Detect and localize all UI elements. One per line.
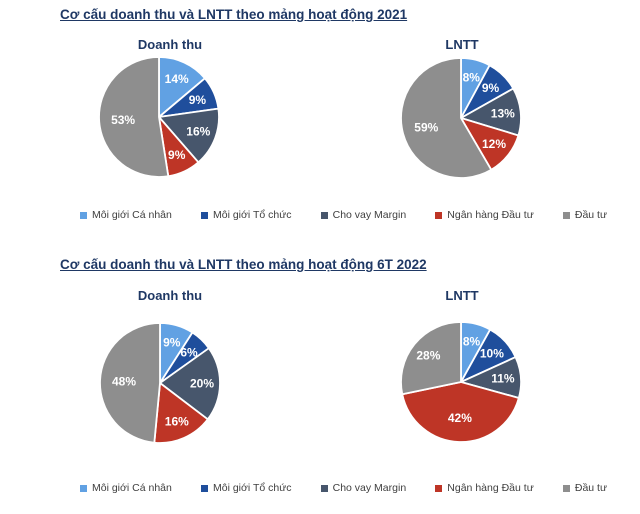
legend-label: Đầu tư (574, 209, 607, 221)
pie-slice-label: 48% (112, 374, 136, 388)
pie-title-lntt-6t-2022: LNTT (445, 288, 479, 303)
legend-label: Môi giới Cá nhân (92, 482, 172, 494)
pie-slice-label: 10% (480, 347, 504, 361)
pie-slice-label: 42% (448, 411, 472, 425)
legend-item-moi-gioi-to-chuc: Môi giới Tổ chức (200, 209, 292, 221)
pie-slice-cho-vay-margin (158, 107, 220, 164)
legend-6t-2022: Môi giới Cá nhân Môi giới Tổ chức Cho vay … (80, 481, 607, 495)
pie-chart-doanh-thu-2021: 14%9%16%9%53% (98, 56, 220, 178)
section-title-2021: Cơ cấu doanh thu và LNTT theo mảng hoạt … (60, 7, 408, 22)
pie-chart-lntt-2021: 8%9% 13% 12% 59% (400, 57, 522, 179)
pie-slice-label: 12% (482, 137, 506, 151)
legend-swatch (320, 211, 328, 219)
pie-title-doanh-thu-6t-2022: Doanh thu (137, 288, 203, 303)
pie-slice-label: 11% (491, 372, 515, 386)
legend-swatch (435, 484, 443, 492)
legend-item-cho-vay-margin: Cho vay Margin (320, 209, 407, 221)
legend-label: Ngân hàng Đầu tư (447, 209, 534, 221)
legend-swatch (80, 484, 87, 492)
pie-chart-doanh-thu-6t-2022: 9%6% 20% 16% 48% (99, 322, 221, 444)
pie-slice-label: 9% (168, 148, 186, 162)
pie-title-lntt-2021: LNTT (445, 37, 479, 52)
legend-label: Cho vay Margin (332, 209, 407, 221)
pie-slice-label: 9% (189, 93, 207, 107)
pie-slice-ngan-hang-au-tu (401, 381, 520, 443)
pie-slice-moi-gioi-ca-nhan (158, 56, 206, 118)
pie-chart-lntt-6t-2022: 8%10% 11% 42% 28% (400, 321, 522, 443)
legend-label: Môi giới Cá nhân (92, 209, 172, 221)
pie-slice-label: 13% (491, 106, 515, 120)
legend-swatch (200, 484, 208, 492)
pie-slice-label: 59% (414, 120, 438, 134)
legend-swatch (80, 211, 87, 219)
legend-swatch (320, 484, 328, 492)
legend-item-cho-vay-margin: Cho vay Margin (320, 482, 407, 494)
pie-slice-au-tu (400, 57, 493, 179)
pie-slice-label: 8% (463, 334, 481, 348)
legend-label: Cho vay Margin (332, 482, 407, 494)
pie-slice-au-tu (99, 322, 161, 444)
legend-item-moi-gioi-ca-nhan: Môi giới Cá nhân (80, 209, 172, 221)
pie-slice-cho-vay-margin (159, 347, 221, 421)
pie-slice-label: 6% (180, 346, 198, 360)
legend-item-moi-gioi-to-chuc: Môi giới Tổ chức (200, 482, 292, 494)
legend-item-au-tu: Đầu tư (562, 482, 607, 494)
pie-slice-label: 14% (165, 72, 189, 86)
pie-slice-ngan-hang-au-tu (153, 382, 209, 444)
legend-item-ngan-hang-au-tu: Ngân hàng Đầu tư (435, 209, 534, 221)
legend-swatch (435, 211, 443, 219)
legend-swatch (200, 211, 208, 219)
pie-slice-label: 28% (416, 349, 440, 363)
section-title-6t-2022: Cơ cấu doanh thu và LNTT theo mảng hoạt … (60, 257, 427, 272)
legend-swatch (562, 211, 570, 219)
legend-item-moi-gioi-ca-nhan: Môi giới Cá nhân (80, 482, 172, 494)
pie-slice-label: 9% (482, 81, 500, 95)
legend-label: Ngân hàng Đầu tư (447, 482, 534, 494)
pie-slice-label: 16% (186, 125, 210, 139)
legend-label: Môi giới Tổ chức (212, 482, 292, 494)
legend-label: Môi giới Tổ chức (212, 209, 292, 221)
pie-title-doanh-thu-2021: Doanh thu (137, 37, 203, 52)
pie-slice-label: 8% (463, 70, 481, 84)
legend-item-ngan-hang-au-tu: Ngân hàng Đầu tư (435, 482, 534, 494)
legend-2021: Môi giới Cá nhân Môi giới Tổ chức Cho vay … (80, 208, 607, 222)
pie-slice-label: 53% (111, 113, 135, 127)
pie-slice-label: 9% (163, 336, 181, 350)
legend-label: Đầu tư (574, 482, 607, 494)
legend-item-au-tu: Đầu tư (562, 209, 607, 221)
pie-slice-label: 16% (165, 415, 189, 429)
pie-slice-label: 20% (190, 377, 214, 391)
pie-slice-au-tu (400, 321, 462, 396)
legend-swatch (562, 484, 570, 492)
pie-slice-au-tu (98, 56, 170, 178)
